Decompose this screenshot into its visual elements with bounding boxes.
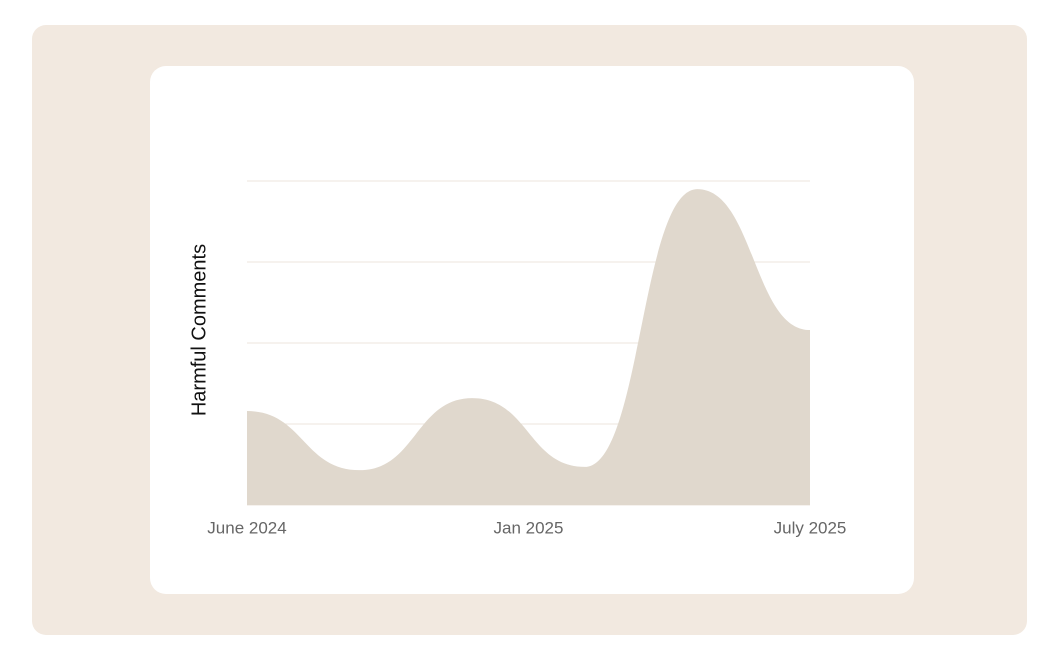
plot: June 2024 Jan 2025 July 2025 — [207, 180, 847, 537]
area — [247, 189, 810, 505]
x-tick-label: July 2025 — [774, 518, 847, 537]
x-tick-label: June 2024 — [207, 518, 286, 537]
x-tick-label: Jan 2025 — [494, 518, 564, 537]
y-axis-label: Harmful Comments — [188, 244, 210, 416]
